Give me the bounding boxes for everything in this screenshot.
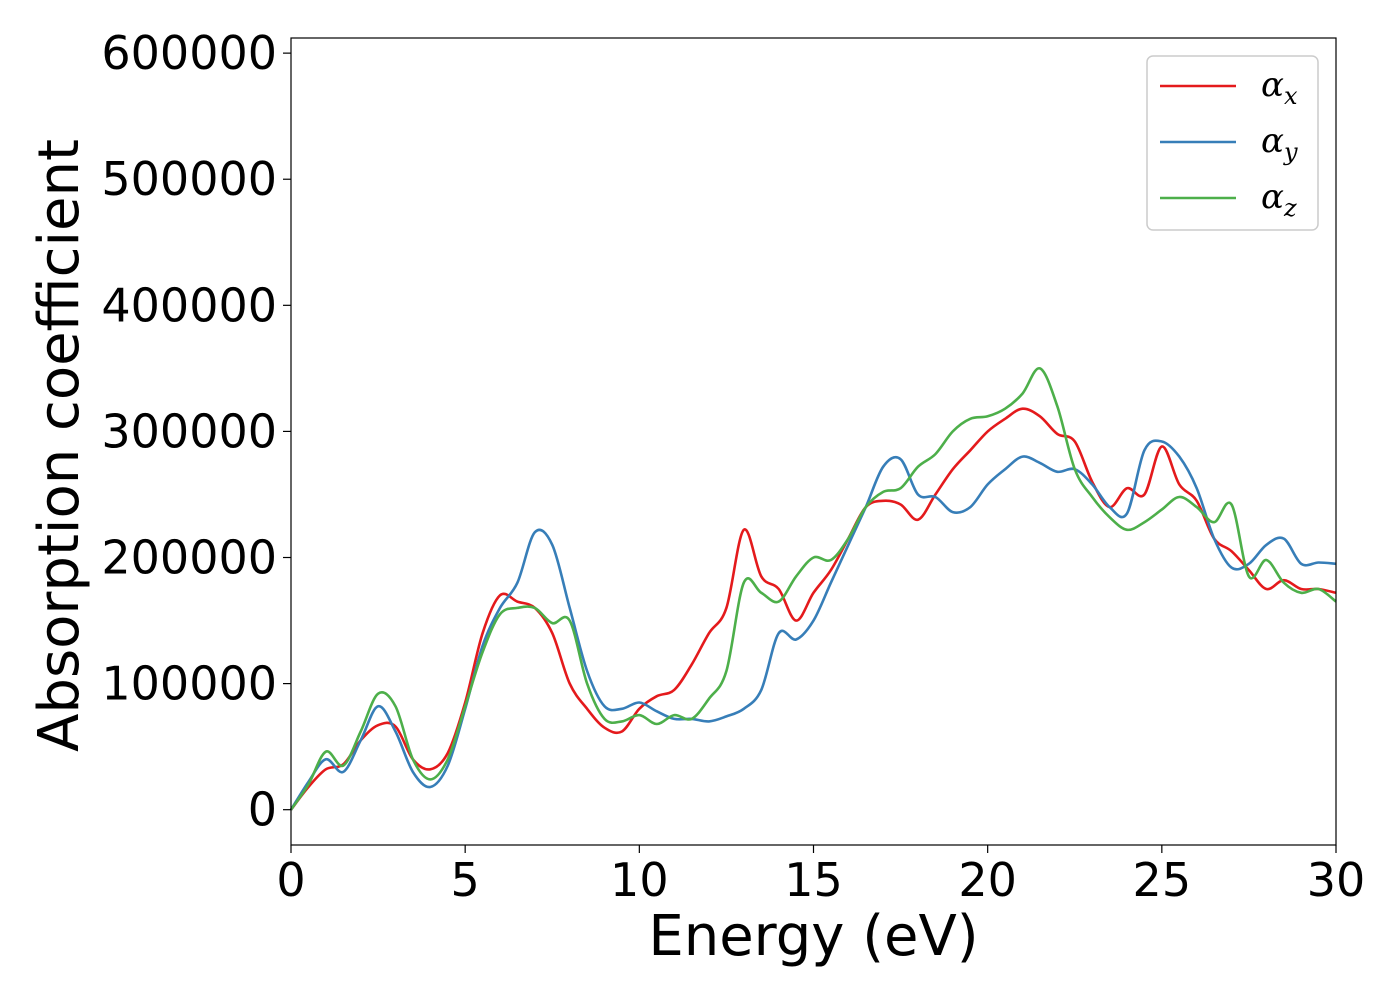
- y-tick-label: 400000: [101, 278, 277, 332]
- legend: αx αy αz: [1146, 55, 1319, 231]
- y-tick-label: 0: [248, 783, 277, 837]
- x-axis-label: Energy (eV): [648, 904, 978, 969]
- series-line-alpha-z: [289, 367, 1337, 811]
- y-tick-label: 500000: [101, 152, 277, 206]
- series-lines: [289, 367, 1337, 811]
- x-axis-ticks: 0 5 10 15 20 25 30: [276, 845, 1365, 907]
- x-tick-label: 15: [784, 853, 843, 907]
- x-tick-label: 20: [958, 853, 1017, 907]
- x-tick-label: 5: [451, 853, 480, 907]
- x-tick-label: 25: [1133, 853, 1192, 907]
- x-tick-label: 0: [276, 853, 305, 907]
- y-tick-label: 100000: [101, 657, 277, 711]
- y-tick-label: 300000: [101, 404, 277, 458]
- x-tick-label: 10: [610, 853, 669, 907]
- y-tick-label: 600000: [101, 26, 277, 80]
- y-axis-ticks: 0 100000 200000 300000 400000 500000 600000: [101, 26, 291, 837]
- legend-label: αz: [1261, 177, 1297, 222]
- legend-label: αy: [1261, 121, 1298, 166]
- x-tick-label: 30: [1307, 853, 1366, 907]
- y-tick-label: 200000: [101, 531, 277, 585]
- y-axis-label: Absorption coefficient: [27, 139, 92, 752]
- legend-label: αx: [1261, 65, 1298, 110]
